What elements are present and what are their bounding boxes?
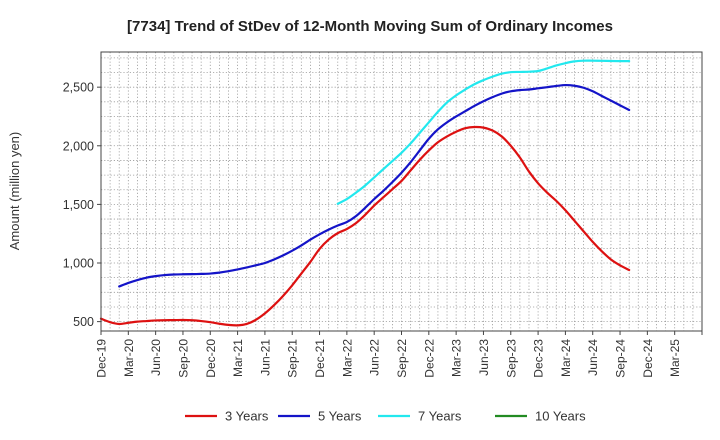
x-tick-label: Mar-23	[450, 339, 464, 377]
x-tick-label: Sep-20	[176, 339, 190, 378]
y-tick-label: 2,500	[63, 81, 94, 95]
plot-area	[101, 52, 702, 331]
x-tick-label: Mar-22	[340, 339, 354, 377]
series-line-7-years	[336, 59, 631, 205]
legend: 3 Years 5 Years 7 Years 10 Years	[185, 409, 586, 424]
x-tick-label: Sep-22	[395, 339, 409, 378]
x-tick-label: Dec-19	[95, 339, 109, 378]
x-tick-label: Mar-25	[668, 339, 682, 377]
x-tick-label: Dec-21	[313, 339, 327, 378]
y-tick-label: 1,500	[63, 198, 94, 212]
chart-title: [7734] Trend of StDev of 12-Month Moving…	[127, 18, 613, 35]
x-tick-label: Mar-24	[559, 339, 573, 377]
x-tick-label: Jun-21	[258, 339, 272, 376]
x-tick-label: Dec-20	[204, 339, 218, 378]
legend-label-7-years: 7 Years	[418, 409, 462, 424]
x-axis-ticks: Dec-19 Mar-20 Jun-20 Sep-20 Dec-20 Mar-21 Jun-…	[95, 331, 703, 378]
x-tick-label: Sep-23	[504, 339, 518, 378]
x-tick-label: Sep-24	[614, 339, 628, 378]
legend-label-3-years: 3 Years	[225, 409, 269, 424]
x-tick-label: Jun-20	[149, 339, 163, 376]
x-tick-label: Dec-23	[532, 339, 546, 378]
x-tick-label: Jun-23	[477, 339, 491, 376]
x-tick-label: Dec-24	[641, 339, 655, 378]
series-lines	[99, 59, 631, 327]
series-line-5-years	[118, 83, 631, 288]
x-tick-label: Sep-21	[286, 339, 300, 378]
legend-label-5-years: 5 Years	[318, 409, 362, 424]
x-tick-label: Dec-22	[422, 339, 436, 378]
x-tick-label: Mar-20	[122, 339, 136, 377]
x-tick-label: Jun-24	[586, 339, 600, 376]
series-line-3-years	[99, 125, 631, 327]
x-tick-label: Mar-21	[231, 339, 245, 377]
y-tick-label: 1,000	[63, 257, 94, 271]
x-tick-label: Jun-22	[368, 339, 382, 376]
y-axis-label: Amount (million yen)	[7, 132, 22, 251]
y-tick-label: 500	[73, 315, 94, 329]
legend-label-10-years: 10 Years	[535, 409, 586, 424]
y-tick-label: 2,000	[63, 139, 94, 153]
y-axis-ticks: 500 1,000 1,500 2,000 2,500	[63, 81, 101, 329]
